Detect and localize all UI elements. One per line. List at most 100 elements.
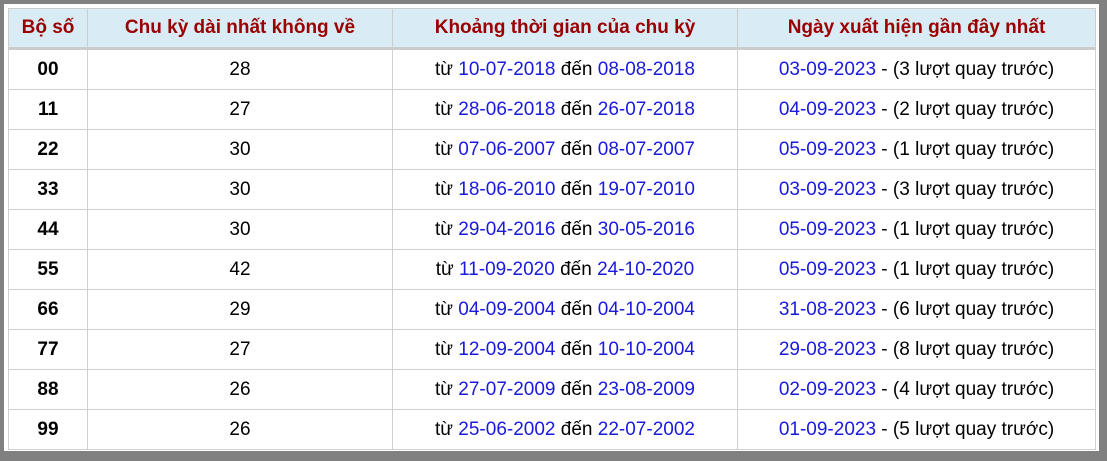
bo-so: 44	[8, 209, 88, 250]
khoang-thoi-gian: từ 25-06-2002 đến 22-07-2002	[392, 409, 738, 450]
to-date-link[interactable]: 08-07-2007	[597, 138, 695, 160]
dash: -	[876, 338, 893, 360]
khoang-thoi-gian: từ 27-07-2009 đến 23-08-2009	[392, 369, 738, 410]
last-date-link[interactable]: 29-08-2023	[778, 338, 877, 360]
chu-ky: 29	[87, 289, 393, 330]
to-date-link[interactable]: 24-10-2020	[597, 258, 695, 280]
from-date-link[interactable]: 04-09-2004	[458, 298, 556, 320]
from-date-link[interactable]: 28-06-2018	[458, 98, 556, 120]
to-label: đến	[560, 218, 593, 240]
from-label: từ	[435, 338, 454, 360]
ngay-xuat-hien: 03-09-2023 - (3 lượt quay trước)	[737, 48, 1096, 90]
from-label: từ	[435, 378, 454, 400]
from-date-link[interactable]: 10-07-2018	[458, 58, 556, 80]
to-date-link[interactable]: 10-10-2004	[597, 338, 695, 360]
last-date-link[interactable]: 03-09-2023	[778, 178, 877, 200]
from-date-link[interactable]: 07-06-2007	[458, 138, 556, 160]
draws-ago: (1 lượt quay trước)	[892, 218, 1055, 240]
to-date-link[interactable]: 23-08-2009	[597, 378, 695, 400]
table-row: 00 28 từ 10-07-2018 đến 08-08-2018 03-09-20…	[8, 48, 1096, 90]
chu-ky: 30	[87, 209, 393, 250]
table-row: 55 42 từ 11-09-2020 đến 24-10-2020 05-09-20…	[8, 249, 1096, 290]
ngay-xuat-hien: 29-08-2023 - (8 lượt quay trước)	[737, 329, 1096, 370]
ngay-xuat-hien: 03-09-2023 - (3 lượt quay trước)	[737, 169, 1096, 210]
last-date-link[interactable]: 02-09-2023	[778, 378, 877, 400]
ngay-xuat-hien: 04-09-2023 - (2 lượt quay trước)	[737, 89, 1096, 130]
ngay-xuat-hien: 05-09-2023 - (1 lượt quay trước)	[737, 129, 1096, 170]
bo-so: 88	[8, 369, 88, 410]
last-date-link[interactable]: 05-09-2023	[778, 138, 877, 160]
bo-so: 66	[8, 289, 88, 330]
to-date-link[interactable]: 19-07-2010	[597, 178, 695, 200]
draws-ago: (6 lượt quay trước)	[892, 298, 1055, 320]
to-date-link[interactable]: 26-07-2018	[597, 98, 695, 120]
table-row: 77 27 từ 12-09-2004 đến 10-10-2004 29-08-20…	[8, 329, 1096, 370]
to-date-link[interactable]: 22-07-2002	[597, 418, 695, 440]
draws-ago: (3 lượt quay trước)	[892, 58, 1055, 80]
header-bo-so: Bộ số	[8, 8, 88, 50]
to-label: đến	[560, 58, 593, 80]
from-date-link[interactable]: 25-06-2002	[458, 418, 556, 440]
to-date-link[interactable]: 08-08-2018	[597, 58, 695, 80]
to-label: đến	[560, 298, 593, 320]
dash: -	[876, 98, 893, 120]
from-date-link[interactable]: 12-09-2004	[458, 338, 556, 360]
to-date-link[interactable]: 04-10-2004	[597, 298, 695, 320]
header-row: Bộ số Chu kỳ dài nhất không về Khoảng th…	[8, 8, 1096, 50]
header-ngay-xuat-hien: Ngày xuất hiện gần đây nhất	[737, 8, 1096, 50]
draws-ago: (5 lượt quay trước)	[892, 418, 1055, 440]
chu-ky: 42	[87, 249, 393, 290]
header-khoang-thoi-gian: Khoảng thời gian của chu kỳ	[392, 8, 738, 50]
khoang-thoi-gian: từ 04-09-2004 đến 04-10-2004	[392, 289, 738, 330]
from-date-link[interactable]: 18-06-2010	[458, 178, 556, 200]
last-date-link[interactable]: 05-09-2023	[778, 218, 877, 240]
khoang-thoi-gian: từ 11-09-2020 đến 24-10-2020	[392, 249, 738, 290]
dash: -	[876, 138, 893, 160]
khoang-thoi-gian: từ 28-06-2018 đến 26-07-2018	[392, 89, 738, 130]
from-date-link[interactable]: 11-09-2020	[459, 258, 555, 280]
ngay-xuat-hien: 02-09-2023 - (4 lượt quay trước)	[737, 369, 1096, 410]
last-date-link[interactable]: 31-08-2023	[778, 298, 877, 320]
khoang-thoi-gian: từ 18-06-2010 đến 19-07-2010	[392, 169, 738, 210]
draws-ago: (1 lượt quay trước)	[892, 258, 1055, 280]
from-date-link[interactable]: 29-04-2016	[458, 218, 556, 240]
draws-ago: (1 lượt quay trước)	[892, 138, 1055, 160]
to-label: đến	[560, 138, 593, 160]
dash: -	[876, 58, 893, 80]
bo-so: 99	[8, 409, 88, 450]
table-row: 88 26 từ 27-07-2009 đến 23-08-2009 02-09-20…	[8, 369, 1096, 410]
chu-ky: 27	[87, 329, 393, 370]
last-date-link[interactable]: 03-09-2023	[778, 58, 877, 80]
draws-ago: (3 lượt quay trước)	[892, 178, 1055, 200]
last-date-link[interactable]: 05-09-2023	[778, 258, 877, 280]
ngay-xuat-hien: 05-09-2023 - (1 lượt quay trước)	[737, 209, 1096, 250]
header-chu-ky: Chu kỳ dài nhất không về	[87, 8, 393, 50]
from-label: từ	[435, 418, 454, 440]
ngay-xuat-hien: 01-09-2023 - (5 lượt quay trước)	[737, 409, 1096, 450]
ngay-xuat-hien: 05-09-2023 - (1 lượt quay trước)	[737, 249, 1096, 290]
ngay-xuat-hien: 31-08-2023 - (6 lượt quay trước)	[737, 289, 1096, 330]
to-label: đến	[560, 98, 593, 120]
bo-so: 11	[8, 89, 88, 130]
last-date-link[interactable]: 01-09-2023	[778, 418, 877, 440]
from-label: từ	[435, 258, 454, 280]
dash: -	[876, 378, 893, 400]
bo-so: 77	[8, 329, 88, 370]
to-date-link[interactable]: 30-05-2016	[597, 218, 695, 240]
from-date-link[interactable]: 27-07-2009	[458, 378, 556, 400]
table-row: 22 30 từ 07-06-2007 đến 08-07-2007 05-09-20…	[8, 129, 1096, 170]
to-label: đến	[560, 378, 593, 400]
khoang-thoi-gian: từ 29-04-2016 đến 30-05-2016	[392, 209, 738, 250]
from-label: từ	[435, 138, 454, 160]
chu-ky: 26	[87, 409, 393, 450]
khoang-thoi-gian: từ 12-09-2004 đến 10-10-2004	[392, 329, 738, 370]
chu-ky: 26	[87, 369, 393, 410]
chu-ky: 28	[87, 48, 393, 90]
khoang-thoi-gian: từ 10-07-2018 đến 08-08-2018	[392, 48, 738, 90]
cycle-table: Bộ số Chu kỳ dài nhất không về Khoảng th…	[8, 8, 1096, 450]
chu-ky: 30	[87, 129, 393, 170]
last-date-link[interactable]: 04-09-2023	[778, 98, 877, 120]
table-row: 99 26 từ 25-06-2002 đến 22-07-2002 01-09-20…	[8, 409, 1096, 450]
dash: -	[876, 418, 893, 440]
to-label: đến	[560, 418, 593, 440]
